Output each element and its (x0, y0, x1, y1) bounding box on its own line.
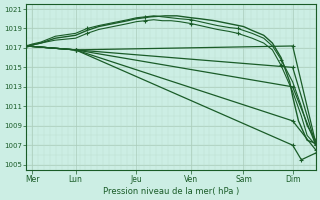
X-axis label: Pression niveau de la mer( hPa ): Pression niveau de la mer( hPa ) (103, 187, 239, 196)
